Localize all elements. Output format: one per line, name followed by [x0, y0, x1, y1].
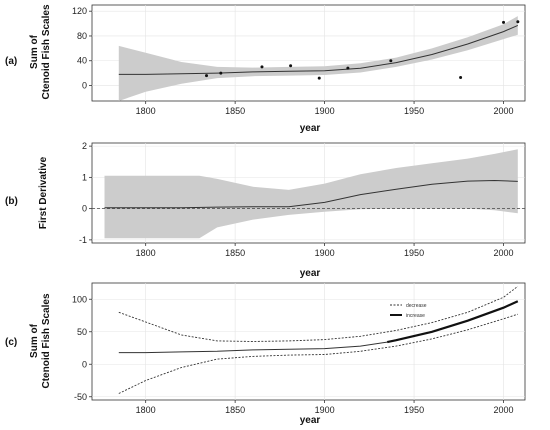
- panel-b-derivative-line: [104, 179, 518, 209]
- legend-decrease-label: decrease: [406, 303, 427, 309]
- panel-b-xtick-label: 1800: [136, 248, 156, 258]
- panel-b-ytick-label: 1: [82, 172, 87, 182]
- panel-a-tag: (a): [5, 56, 17, 67]
- panel-a-data-point: [459, 75, 463, 79]
- panel-c-decrease-segment: [118, 341, 388, 354]
- panel-a-data-point: [289, 64, 293, 68]
- panel-c-xtick-label: 1900: [315, 405, 335, 415]
- panel-c-increase-segment: [386, 300, 519, 344]
- panel-b-ytick-label: 0: [82, 204, 87, 214]
- panel-a-data-point: [205, 74, 209, 78]
- panel-a-data-point: [317, 76, 321, 80]
- panel-a-data-point: [346, 66, 350, 70]
- panel-a-data-point: [260, 65, 264, 69]
- panel-a-ytick-label: 80: [77, 31, 87, 41]
- panel-a-xtick-label: 2000: [494, 106, 514, 116]
- panel-c-tag: (c): [5, 337, 17, 348]
- panel-c-ytick-label: -50: [74, 392, 87, 402]
- panel-a-data-point: [219, 71, 223, 75]
- panel-b-ticks: 1800 1850 1900 1950 2000 -1 0 1 2: [79, 141, 514, 258]
- panel-c-xtick-label: 1950: [404, 405, 424, 415]
- panel-c: 1800 1850 1900 1950 2000 -50 0 50 100 decrease i…: [5, 282, 526, 426]
- panel-c-ytick-label: 100: [72, 294, 87, 304]
- panel-a-xlabel: year: [300, 123, 321, 134]
- panel-b-xtick-label: 2000: [494, 248, 514, 258]
- panel-c-ytick-label: 50: [77, 327, 87, 337]
- panel-b-xtick-label: 1900: [315, 248, 335, 258]
- panel-c-plot-area: [91, 282, 526, 401]
- panel-a-data-point: [516, 20, 520, 24]
- panel-a-data-point: [502, 20, 506, 24]
- panel-c-ylabel-line2: Ctenoid Fish Scales: [41, 293, 52, 388]
- panel-a-xtick-label: 1950: [404, 106, 424, 116]
- panel-c-legend: decrease increase: [390, 303, 427, 319]
- panel-c-grid: [92, 283, 525, 400]
- panel-a-ytick-label: 0: [82, 81, 87, 91]
- panel-b-ytick-label: -1: [79, 235, 87, 245]
- panel-c-xtick-label: 2000: [494, 405, 514, 415]
- panel-a-xtick-label: 1900: [315, 106, 335, 116]
- panel-b-xtick-label: 1850: [225, 248, 245, 258]
- panel-b-tag: (b): [5, 196, 18, 207]
- panel-a-xtick-label: 1850: [225, 106, 245, 116]
- panel-a-observed-points: [205, 20, 520, 80]
- panel-b-xtick-label: 1950: [404, 248, 424, 258]
- panel-c-ytick-label: 0: [82, 359, 87, 369]
- panel-a-ticks: 1800 1850 1900 1950 2000 0 40 80 120: [72, 6, 514, 116]
- panel-a-data-point: [389, 59, 393, 63]
- panel-b-xlabel: year: [300, 268, 321, 279]
- panel-b: 1800 1850 1900 1950 2000 -1 0 1 2 (b) First Deri…: [5, 141, 526, 279]
- panel-a-fit-line: [118, 24, 518, 75]
- panel-a-ytick-label: 40: [77, 56, 87, 66]
- panel-c-ticks: 1800 1850 1900 1950 2000 -50 0 50 100: [72, 294, 514, 415]
- panel-c-xtick-label: 1850: [225, 405, 245, 415]
- panel-c-lower-bound-line: [118, 313, 518, 394]
- panel-b-confidence-band: [104, 149, 518, 239]
- panel-a-ytick-label: 120: [72, 6, 87, 16]
- panel-a-ylabel-line1: Sum of: [29, 34, 40, 69]
- panel-c-ylabel-line1: Sum of: [29, 323, 40, 358]
- panel-b-ytick-label: 2: [82, 141, 87, 151]
- panel-b-ylabel: First Derivative: [38, 156, 49, 229]
- panel-c-xtick-label: 1800: [136, 405, 156, 415]
- panel-a-xtick-label: 1800: [136, 106, 156, 116]
- panel-c-upper-bound-line: [118, 285, 519, 342]
- panel-a-ylabel-line2: Ctenoid Fish Scales: [41, 4, 52, 99]
- panel-c-xlabel: year: [300, 415, 321, 426]
- legend-increase-label: increase: [406, 313, 425, 319]
